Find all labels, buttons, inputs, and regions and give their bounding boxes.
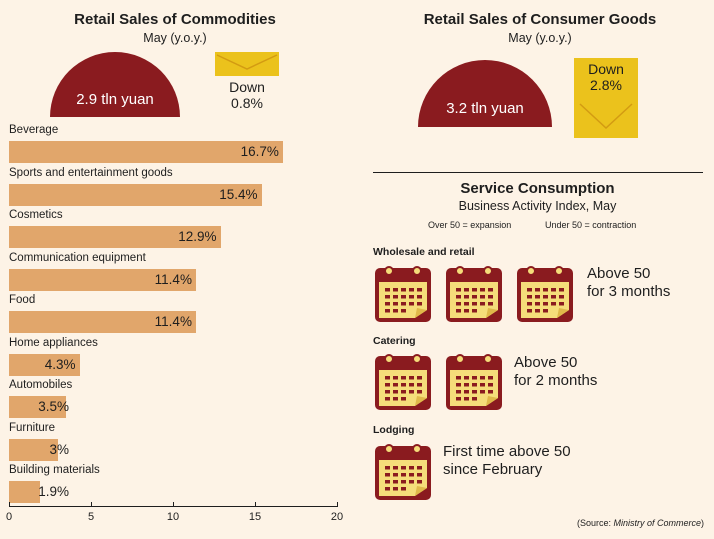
service-title: Service Consumption xyxy=(460,180,615,197)
x-tick xyxy=(255,501,256,507)
bar xyxy=(9,481,41,503)
bar xyxy=(9,268,196,291)
wholesale-status-line1: Above 50 xyxy=(587,265,651,282)
catering-status-line2: for 2 months xyxy=(514,372,598,389)
bar-value-label: 3.5% xyxy=(38,399,69,414)
source-suffix: ) xyxy=(701,518,704,528)
calendar-icon xyxy=(446,354,502,410)
lodging-calendars xyxy=(373,440,453,502)
category-label: Beverage xyxy=(9,124,59,136)
lodging-status-line2: since February xyxy=(443,461,543,478)
section-divider xyxy=(373,172,703,173)
left-subtitle: May (y.o.y.) xyxy=(143,31,207,45)
left-total-value: 2.9 tln yuan xyxy=(76,91,154,108)
x-tick-label: 0 xyxy=(5,510,13,523)
bar xyxy=(9,353,80,376)
category-label: Communication equipment xyxy=(9,251,146,264)
calendar-icon xyxy=(375,354,431,410)
bar-value-label: 3% xyxy=(49,441,69,457)
x-tick-label: 20 xyxy=(330,510,344,523)
category-label: Furniture xyxy=(9,421,56,434)
left-change-value: 0.8% xyxy=(231,95,263,111)
catering-status-line1: Above 50 xyxy=(514,354,578,371)
right-subtitle: May (y.o.y.) xyxy=(508,31,572,45)
bar-value-label: 16.7% xyxy=(240,144,279,159)
catering-label: Catering xyxy=(373,335,416,347)
x-tick xyxy=(9,501,10,507)
left-change-direction: Down xyxy=(229,79,265,95)
source-name: Ministry of Commerce xyxy=(613,518,701,528)
category-label: Cosmetics xyxy=(9,209,63,221)
source-prefix: (Source: xyxy=(576,518,614,528)
calendar-icon xyxy=(446,266,502,322)
left-title: Retail Sales of Commodities xyxy=(74,11,276,28)
right-change-direction: Down xyxy=(588,61,624,77)
calendar-icon xyxy=(517,266,573,322)
right-title: Retail Sales of Consumer Goods xyxy=(423,11,657,28)
wholesale-calendars xyxy=(373,262,593,324)
legend-expansion: Over 50 = expansion xyxy=(428,220,512,230)
right-total-disc: 3.2 tln yuan xyxy=(418,60,552,127)
category-label: Food xyxy=(9,294,36,306)
retail-bar-chart: Beverage 16.7% Sports and entertainment go… xyxy=(0,120,360,535)
x-tick xyxy=(173,501,174,507)
bar-value-label: 12.9% xyxy=(178,229,217,244)
bar-value-label: 11.4% xyxy=(154,271,192,287)
right-change-value: 2.8% xyxy=(590,77,622,93)
x-tick xyxy=(337,501,338,507)
bar xyxy=(9,311,196,333)
right-total-value: 3.2 tln yuan xyxy=(446,100,524,117)
lodging-label: Lodging xyxy=(373,424,415,436)
x-tick xyxy=(91,501,92,507)
source-note: (Source: Ministry of Commerce) xyxy=(560,518,704,528)
catering-calendars xyxy=(373,350,523,412)
x-tick-label: 15 xyxy=(248,510,262,523)
lodging-status-line1: First time above 50 xyxy=(443,443,571,460)
bar-value-label: 15.4% xyxy=(219,186,258,202)
bar-value-label: 11.4% xyxy=(154,314,192,329)
category-label: Home appliances xyxy=(9,336,98,349)
bar xyxy=(9,396,67,418)
calendar-icon xyxy=(375,266,431,322)
left-total-disc: 2.9 tln yuan xyxy=(50,52,180,117)
bar xyxy=(9,183,262,206)
legend-contraction: Under 50 = contraction xyxy=(545,220,637,230)
envelope-icon xyxy=(215,52,279,76)
category-label: Automobiles xyxy=(9,379,73,391)
bar xyxy=(9,438,59,461)
bar xyxy=(9,141,283,163)
bar xyxy=(9,226,221,248)
calendar-icon xyxy=(375,444,431,500)
envelope-icon xyxy=(574,58,638,138)
category-label: Building materials xyxy=(9,464,100,476)
service-subtitle: Business Activity Index, May xyxy=(458,199,617,213)
x-tick-label: 10 xyxy=(166,510,180,523)
bar-value-label: 1.9% xyxy=(38,484,69,499)
wholesale-status-line2: for 3 months xyxy=(587,283,671,300)
category-label: Sports and entertainment goods xyxy=(9,166,173,179)
wholesale-label: Wholesale and retail xyxy=(373,246,475,258)
bar-value-label: 4.3% xyxy=(44,356,76,372)
x-tick-label: 5 xyxy=(87,510,95,523)
